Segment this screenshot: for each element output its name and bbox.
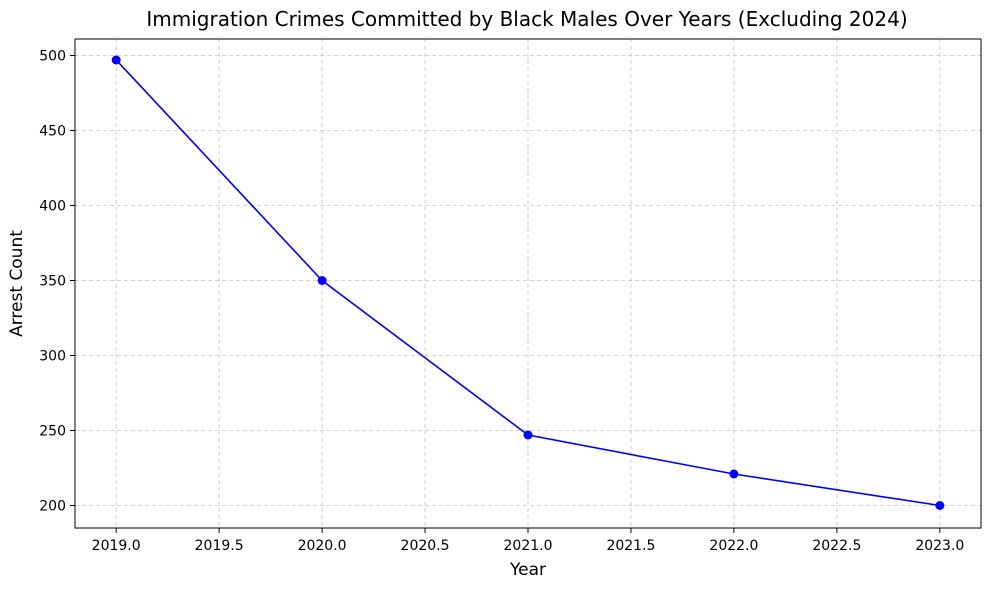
x-tick-label: 2019.5 [195, 538, 244, 554]
y-tick-label: 350 [39, 274, 66, 290]
y-tick-label: 400 [39, 199, 66, 215]
y-tick-label: 500 [39, 49, 66, 65]
x-axis-label: Year [509, 560, 546, 580]
x-tick-label: 2022.0 [709, 538, 758, 554]
x-tick-label: 2020.0 [298, 538, 347, 554]
x-tick-label: 2020.5 [401, 538, 450, 554]
y-tick-label: 450 [39, 124, 66, 140]
y-tick-label: 200 [39, 499, 66, 515]
series-layer [111, 55, 945, 510]
grid [75, 39, 981, 528]
y-tick-label: 300 [39, 349, 66, 365]
y-axis-label: Arrest Count [7, 230, 27, 337]
data-point [729, 469, 739, 479]
x-tick-label: 2021.0 [504, 538, 553, 554]
x-tick-label: 2022.5 [812, 538, 861, 554]
data-point [111, 55, 121, 65]
data-point [935, 501, 945, 510]
data-point [523, 430, 533, 440]
chart-title: Immigration Crimes Committed by Black Ma… [146, 7, 907, 31]
data-point [317, 276, 327, 285]
plot-area-frame [74, 38, 982, 529]
axis-ticks: 2019.0 2019.5 2020.0 2020.5 2021.0 2021.5 2022… [39, 49, 964, 555]
x-tick-label: 2019.0 [92, 538, 141, 554]
x-tick-label: 2023.0 [915, 538, 964, 554]
x-tick-label: 2021.5 [606, 538, 655, 554]
y-tick-label: 250 [39, 424, 66, 440]
